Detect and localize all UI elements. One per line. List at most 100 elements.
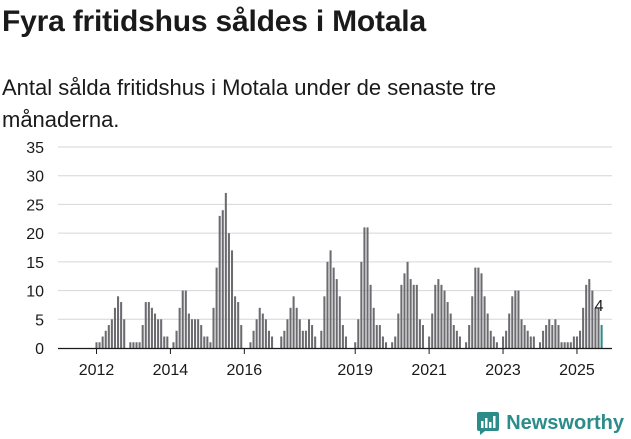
bar: [341, 325, 344, 348]
y-tick-label: 25: [26, 197, 44, 214]
bar: [551, 325, 554, 348]
bar: [502, 336, 505, 348]
bar: [421, 325, 424, 348]
x-tick-label: 2016: [227, 362, 263, 379]
bar: [110, 319, 113, 348]
bar: [394, 336, 397, 348]
bar: [258, 307, 261, 348]
y-tick-label: 10: [26, 284, 44, 301]
bar: [283, 330, 286, 348]
bar: [418, 319, 421, 348]
y-tick-label: 5: [35, 312, 44, 329]
bar: [434, 284, 437, 348]
bar: [369, 284, 372, 348]
highlight-bar: [600, 325, 603, 348]
bar: [132, 342, 135, 348]
bar: [98, 342, 101, 348]
bar: [415, 284, 418, 348]
x-tick-label: 2023: [485, 362, 521, 379]
bar: [591, 290, 594, 348]
bar: [505, 330, 508, 348]
bar: [107, 325, 110, 348]
bar: [255, 319, 258, 348]
bar: [153, 313, 157, 348]
bar: [184, 290, 187, 348]
y-tick-label: 20: [26, 226, 44, 243]
bar: [585, 284, 588, 348]
bar: [298, 319, 301, 348]
bar: [129, 342, 132, 348]
x-tick-label: 2019: [337, 362, 373, 379]
bar: [252, 330, 255, 348]
bar: [344, 336, 347, 348]
bar: [215, 267, 218, 348]
bar: [372, 307, 375, 348]
bar: [391, 342, 394, 348]
bar: [480, 273, 483, 348]
bar: [511, 296, 514, 348]
bar: [360, 261, 363, 348]
bar: [575, 336, 578, 348]
bar: [320, 330, 323, 348]
bar-series: [95, 192, 603, 348]
x-tick-label: 2025: [559, 362, 595, 379]
x-axis: 2012 2014 2016 2019 2021 2023 2025: [58, 347, 612, 379]
bar: [175, 330, 178, 348]
bar: [172, 342, 175, 348]
bar: [465, 342, 468, 348]
bar: [403, 273, 406, 348]
bar: [163, 336, 166, 348]
bar: [301, 330, 304, 348]
bar: [147, 302, 150, 348]
bar: [194, 319, 197, 348]
bar: [187, 313, 190, 348]
bar: [292, 296, 295, 348]
bar: [230, 250, 234, 348]
bar: [206, 336, 209, 348]
bar: [332, 267, 335, 348]
bar: [234, 296, 237, 348]
bar: [489, 330, 492, 348]
bar: [95, 342, 98, 348]
bar: [523, 325, 526, 348]
bar: [569, 342, 572, 348]
bar: [517, 290, 520, 348]
bar: [588, 279, 591, 348]
chart-subtitle: Antal sålda fritidshus i Motala under de…: [2, 75, 497, 132]
bar: [117, 296, 120, 348]
bar: [237, 302, 240, 348]
bar: [449, 313, 452, 348]
bar: [166, 336, 169, 348]
bar: [440, 284, 443, 348]
bar: [280, 336, 283, 348]
y-tick-label: 30: [26, 169, 44, 186]
bar: [267, 330, 270, 348]
bar: [492, 336, 495, 348]
bar: [335, 279, 338, 348]
bar: [363, 227, 366, 348]
bar: [483, 296, 486, 348]
bar: [486, 313, 489, 348]
bar: [397, 313, 400, 348]
bar: [538, 342, 542, 348]
bar: [474, 267, 477, 348]
x-tick-label: 2021: [411, 362, 447, 379]
bar: [520, 319, 523, 348]
bar: [200, 325, 203, 348]
bar: [545, 325, 548, 348]
bar: [594, 307, 597, 348]
bar: [271, 336, 274, 348]
bar: [428, 336, 431, 348]
bar: [138, 342, 141, 348]
bar: [406, 261, 409, 348]
bar: [452, 325, 455, 348]
bar: [141, 325, 144, 348]
bar: [468, 325, 471, 348]
newsworthy-brand[interactable]: Newsworthy: [476, 408, 624, 438]
bar: [572, 336, 575, 348]
bar: [160, 319, 163, 348]
bar: [150, 307, 153, 348]
y-tick-label: 35: [26, 140, 44, 157]
bar: [548, 319, 551, 348]
bar: [104, 330, 107, 348]
